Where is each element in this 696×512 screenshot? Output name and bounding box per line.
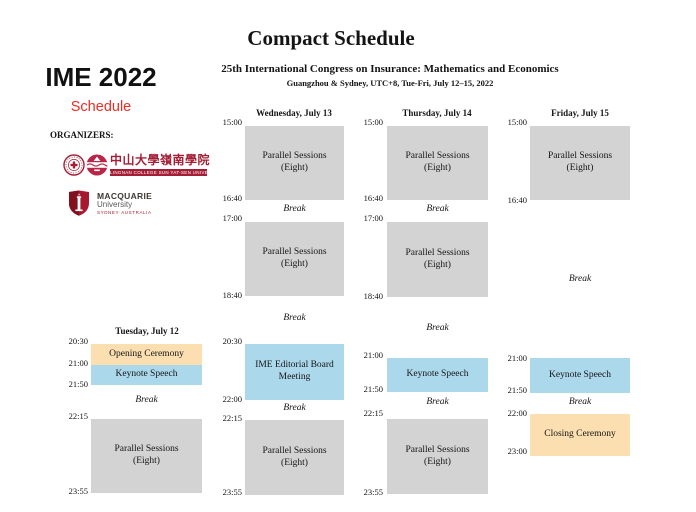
time-label: 21:00 <box>68 358 88 368</box>
macquarie-shield-icon <box>69 190 89 216</box>
event-block: Parallel Sessions (Eight) <box>245 126 344 200</box>
time-label: 21:50 <box>68 379 88 389</box>
time-label: 17:00 <box>222 213 242 223</box>
event-block: IME Editorial Board Meeting <box>245 344 344 400</box>
congress-title: 25th International Congress on Insurance… <box>221 63 559 75</box>
break-label: Break <box>283 313 306 323</box>
page-title: Compact Schedule <box>247 26 415 50</box>
event-block: Opening Ceremony <box>91 344 202 365</box>
event-block: Parallel Sessions (Eight) <box>387 126 488 200</box>
macquarie-name: MACQUARIE <box>97 191 153 201</box>
brand-subtitle: Schedule <box>70 99 132 115</box>
time-label: 22:00 <box>507 408 527 418</box>
time-label: 15:00 <box>363 117 383 127</box>
event-block: Parallel Sessions (Eight) <box>387 419 488 494</box>
time-label: 15:00 <box>507 117 527 127</box>
organizers-label: ORGANIZERS: <box>50 130 114 140</box>
break-label: Break <box>426 323 449 333</box>
day-header: Thursday, July 14 <box>402 108 472 118</box>
time-label: 22:15 <box>222 413 242 423</box>
time-label: 16:40 <box>363 193 383 203</box>
time-label: 23:55 <box>363 487 383 497</box>
event-block: Parallel Sessions (Eight) <box>530 126 630 200</box>
break-label: Break <box>135 395 158 405</box>
day-header: Wednesday, July 13 <box>256 108 332 118</box>
lingnan-seal-icon <box>63 154 85 176</box>
time-label: 18:40 <box>363 291 383 301</box>
event-block: Parallel Sessions (Eight) <box>387 222 488 297</box>
time-label: 16:40 <box>507 195 527 205</box>
event-block: Parallel Sessions (Eight) <box>245 222 344 296</box>
lingnan-name-cjk: 中山大學嶺南學院 <box>110 153 211 167</box>
break-label: Break <box>283 204 306 214</box>
brand-title: IME 2022 <box>45 62 157 92</box>
break-label: Break <box>283 403 306 413</box>
time-label: 22:15 <box>363 408 383 418</box>
time-label: 23:55 <box>68 486 88 496</box>
time-label: 20:30 <box>68 336 88 346</box>
macquarie-location: SYDNEY·AUSTRALIA <box>97 210 152 215</box>
break-label: Break <box>568 397 592 407</box>
time-label: 15:00 <box>222 117 242 127</box>
macquarie-subname: University <box>97 200 133 209</box>
time-label: 21:00 <box>507 353 527 363</box>
lingnan-name-eng: LINGNAN COLLEGE SUN YAT-SEN UNIVERSITY <box>110 169 207 176</box>
event-block: Parallel Sessions (Eight) <box>91 419 202 493</box>
time-label: 23:00 <box>507 446 527 456</box>
event-block: Keynote Speech <box>387 358 488 392</box>
time-label: 21:00 <box>363 350 383 360</box>
time-label: 22:00 <box>222 394 242 404</box>
time-label: 17:00 <box>363 213 383 223</box>
time-label: 23:55 <box>222 487 242 497</box>
time-label: 22:15 <box>68 411 88 421</box>
time-label: 21:50 <box>507 385 527 395</box>
break-label: Break <box>568 274 592 284</box>
event-block: Keynote Speech <box>530 358 630 393</box>
break-label: Break <box>426 204 449 214</box>
event-block: Closing Ceremony <box>530 414 630 456</box>
lingnan-circle-icon <box>86 154 108 176</box>
time-label: 16:40 <box>222 193 242 203</box>
event-block: Keynote Speech <box>91 365 202 385</box>
day-header: Tuesday, July 12 <box>115 326 179 336</box>
congress-details: Guangzhou & Sydney, UTC+8, Tue-Fri, July… <box>286 77 494 88</box>
event-block: Parallel Sessions (Eight) <box>245 420 344 495</box>
day-header: Friday, July 15 <box>551 108 609 118</box>
time-label: 20:30 <box>222 336 242 346</box>
time-label: 21:50 <box>363 384 383 394</box>
time-label: 18:40 <box>222 290 242 300</box>
break-label: Break <box>426 397 449 407</box>
